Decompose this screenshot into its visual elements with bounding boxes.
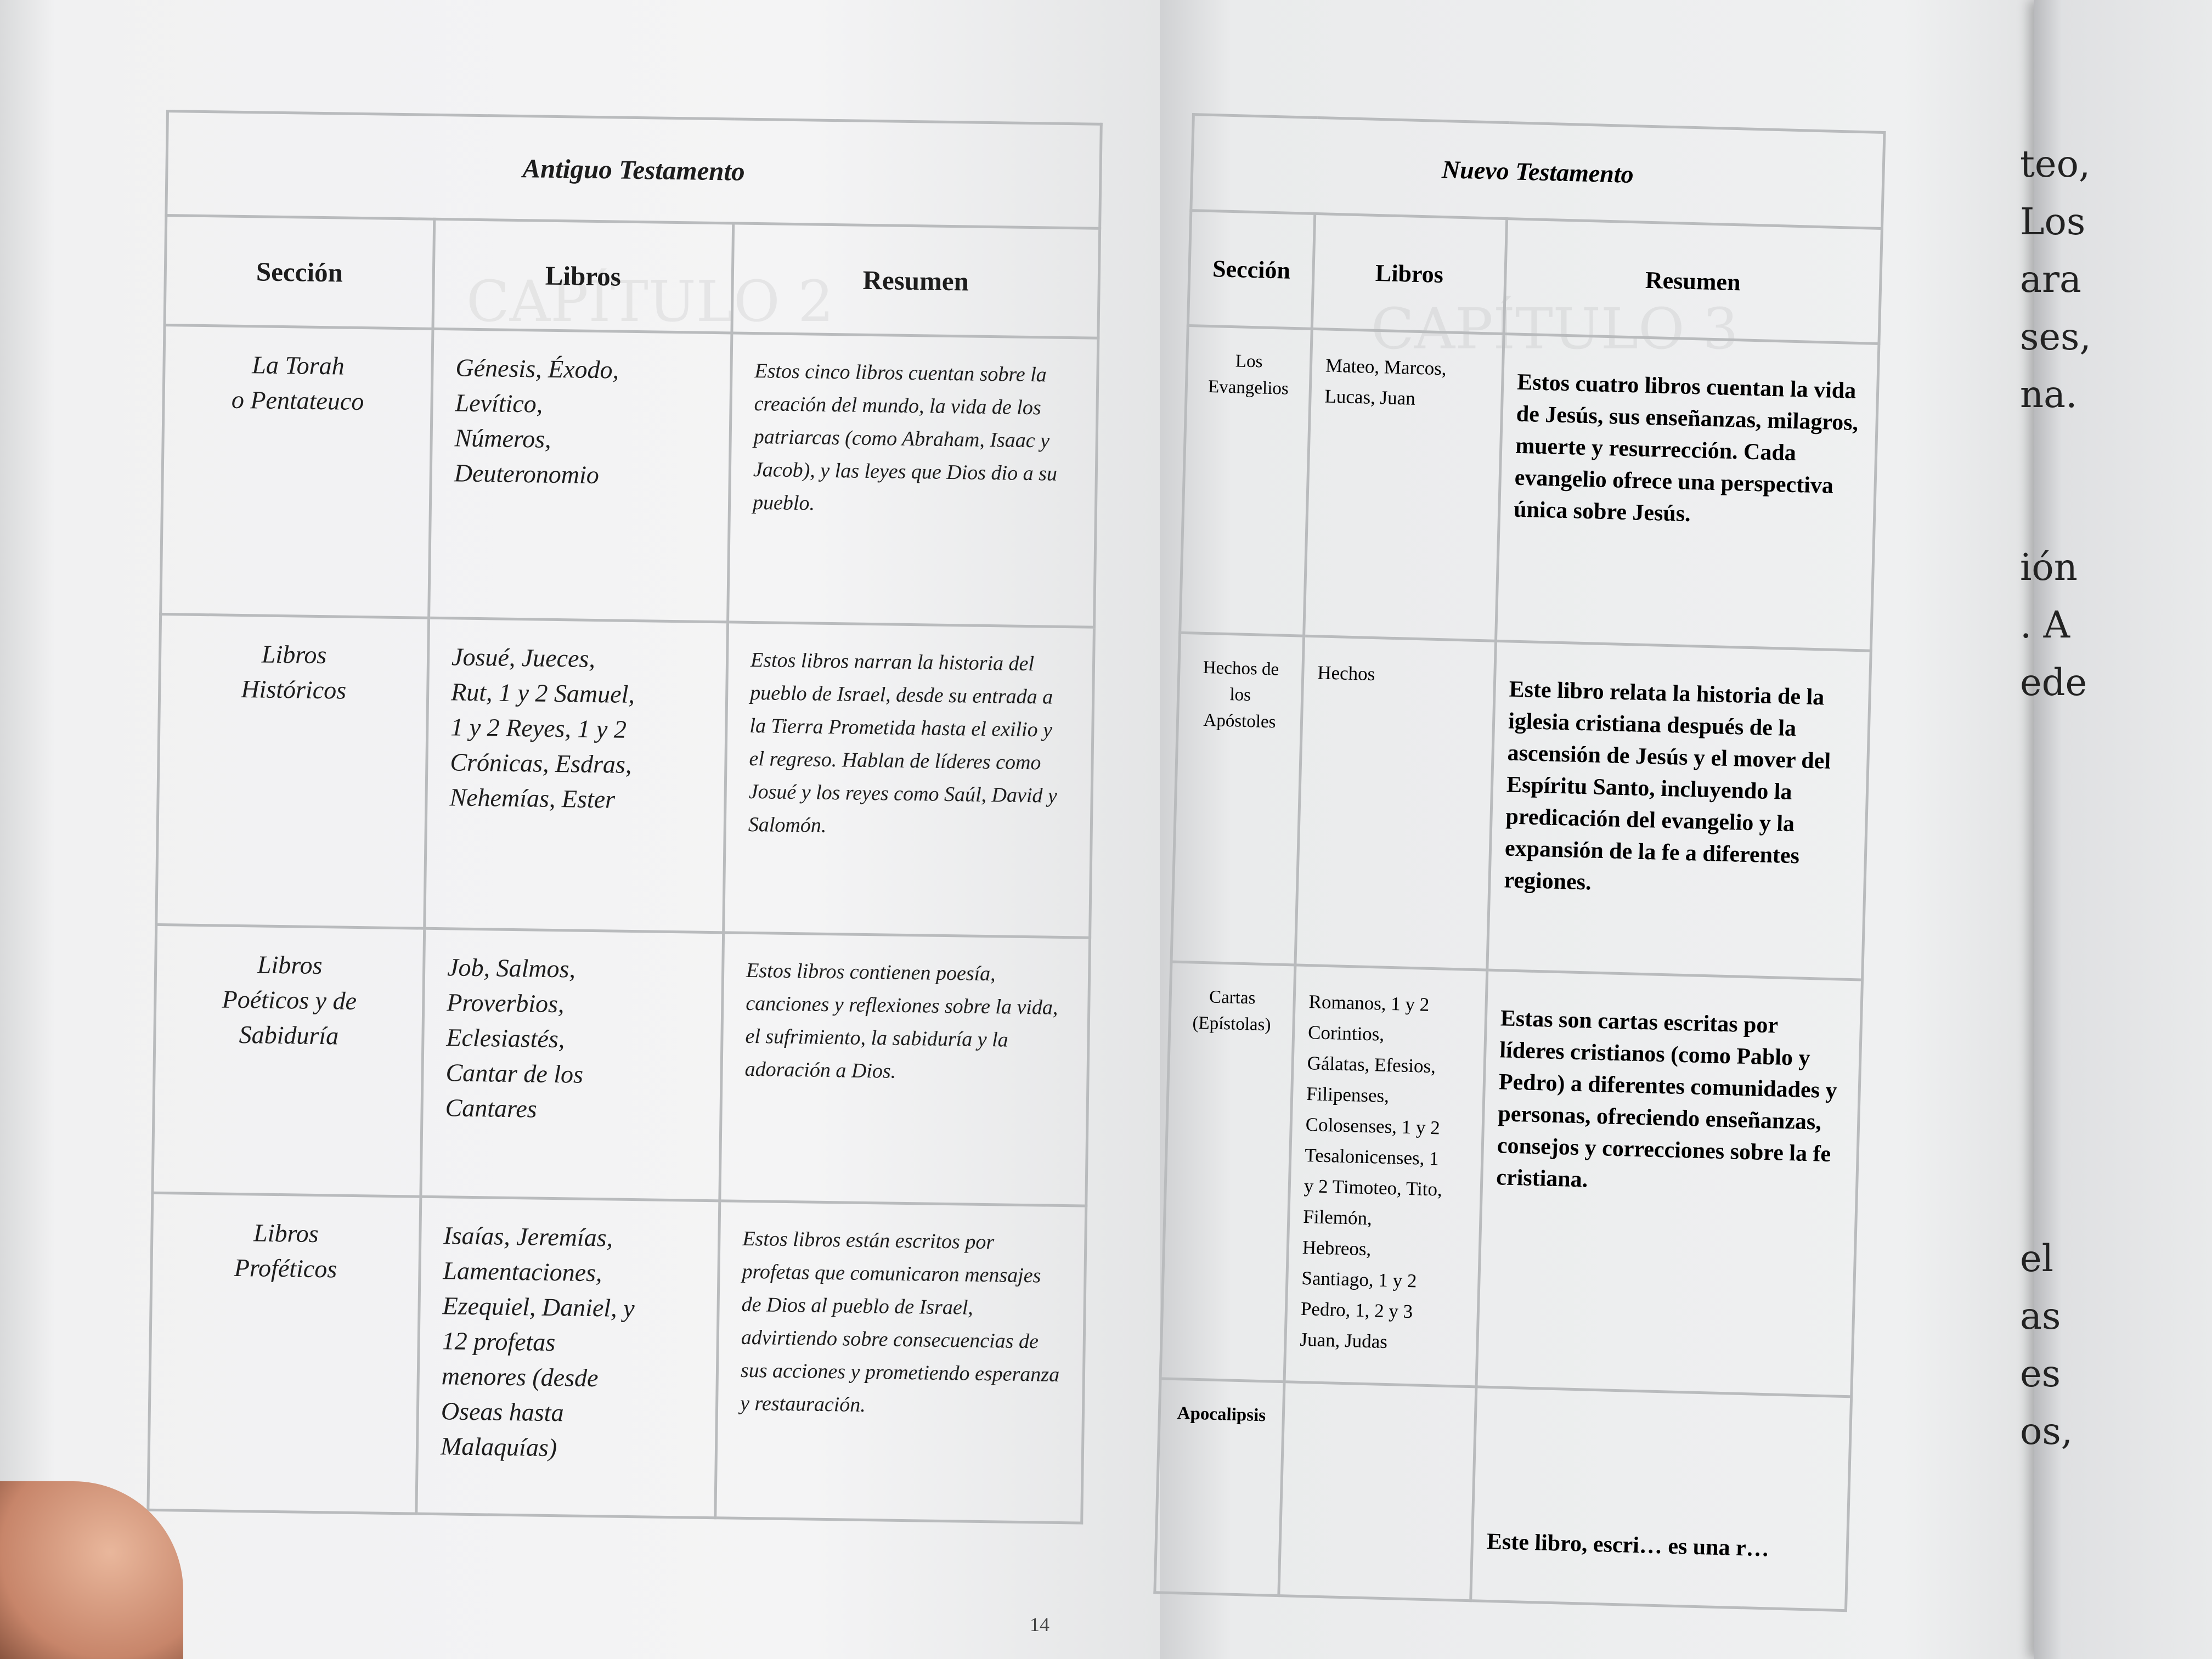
text-fragment [2020, 827, 2091, 884]
text-fragment [2020, 1000, 2091, 1057]
section-cell: Libros Poéticos y de Sabiduría [152, 924, 425, 1197]
next-page-edge [2034, 0, 2212, 1659]
show-through-text: CAPÍTULO 2 [466, 269, 834, 335]
text-fragment: ede [2020, 661, 2087, 704]
table-row: Apocalipsis Este libro, escri… es una r… [1154, 1378, 1852, 1611]
header-books: Libros [1312, 213, 1507, 334]
header-section: Sección [165, 215, 435, 329]
summary-cell: Estos libros están escritos por profetas… [715, 1200, 1086, 1523]
show-through-text: CAPÍTULO 3 [1371, 296, 1739, 362]
section-cell: Los Evangelios [1180, 325, 1312, 636]
books-cell: Mateo, Marcos, Lucas, Juan [1304, 329, 1504, 641]
table-row: Hechos de los Apóstoles Hechos Este libr… [1171, 633, 1871, 980]
header-summary: Resumen [731, 223, 1100, 338]
table-row: Los Evangelios Mateo, Marcos, Lucas, Jua… [1180, 325, 1879, 651]
books-cell: Hechos [1295, 636, 1496, 970]
section-cell: La Torah o Pentateuco [160, 325, 433, 618]
left-page: CAPÍTULO 2 Antiguo Testamento Sección Li… [0, 0, 1160, 1659]
text-fragment [2020, 1172, 2091, 1230]
text-fragment: na. [2020, 373, 2078, 416]
text-fragment: Los [2020, 200, 2086, 243]
text-fragment [2020, 1115, 2091, 1172]
books-cell: Job, Salmos, Proverbios, Eclesiastés, Ca… [420, 928, 724, 1201]
books-cell: Isaías, Jeremías, Lamentaciones, Ezequie… [416, 1197, 720, 1518]
books-cell: Génesis, Éxodo, Levítico, Números, Deute… [428, 329, 732, 622]
table-title: Antiguo Testamento [166, 111, 1102, 229]
text-fragment [2020, 884, 2091, 942]
text-fragment: ión [2020, 546, 2078, 589]
table-row: Libros Proféticos Isaías, Jeremías, Lame… [148, 1193, 1086, 1523]
text-fragment [2020, 1057, 2091, 1115]
text-fragment [2020, 481, 2091, 539]
table-row: Libros Históricos Josué, Jueces, Rut, 1 … [156, 614, 1094, 938]
page-number: 14 [1030, 1613, 1049, 1635]
text-fragment: el [2020, 1237, 2054, 1280]
right-page: CAPÍTULO 3 [1160, 0, 2034, 1659]
header-section: Sección [1188, 210, 1315, 329]
summary-cell: Este libro, escri… es una r… [1470, 1386, 1852, 1611]
table-title: Nuevo Testamento [1190, 114, 1885, 229]
text-fragment: teo, [2020, 143, 2091, 185]
header-summary: Resumen [1504, 218, 1882, 344]
books-cell: Josué, Jueces, Rut, 1 y 2 Samuel, 1 y 2 … [424, 618, 728, 933]
header-books: Libros [432, 219, 733, 333]
summary-cell: Estos cuatro libros cuentan la vida de J… [1496, 334, 1879, 651]
section-cell: Libros Proféticos [148, 1193, 421, 1514]
new-testament-table: Nuevo Testamento Sección Libros Resumen … [1153, 113, 1886, 1612]
next-page-text: teo, Los ara ses, na. ión . A ede el as es os, [2020, 136, 2091, 1460]
summary-cell: Estos cinco libros cuentan sobre la crea… [727, 332, 1098, 628]
section-cell: Libros Históricos [156, 614, 429, 929]
summary-cell: Este libro relata la historia de la igle… [1487, 641, 1871, 980]
text-fragment: os, [2020, 1410, 2073, 1453]
text-fragment: es [2020, 1352, 2061, 1395]
text-fragment [2020, 712, 2091, 769]
old-testament-table: Antiguo Testamento Sección Libros Resume… [146, 110, 1103, 1525]
text-fragment: ara [2020, 258, 2081, 301]
table-row: La Torah o Pentateuco Génesis, Éxodo, Le… [160, 325, 1098, 628]
section-cell: Apocalipsis [1154, 1378, 1285, 1596]
summary-cell: Estas son cartas escritas por líderes cr… [1476, 970, 1863, 1397]
text-fragment [2020, 769, 2091, 827]
books-cell: Romanos, 1 y 2 Corintios, Gálatas, Efesi… [1284, 964, 1487, 1387]
section-cell: Cartas (Epístolas) [1160, 962, 1295, 1382]
text-fragment: . A [2020, 603, 2070, 646]
text-fragment [2020, 942, 2091, 1000]
summary-cell: Estos libros narran la historia del pueb… [723, 622, 1094, 938]
section-cell: Hechos de los Apóstoles [1171, 633, 1304, 965]
summary-cell: Estos libros contienen poesía, canciones… [719, 932, 1090, 1206]
books-cell [1278, 1381, 1476, 1601]
table-row: Libros Poéticos y de Sabiduría Job, Salm… [152, 924, 1090, 1206]
text-fragment: as [2020, 1295, 2061, 1338]
text-fragment [2020, 424, 2091, 481]
table-row: Cartas (Epístolas) Romanos, 1 y 2 Corint… [1160, 962, 1863, 1397]
text-fragment: ses, [2020, 315, 2091, 358]
